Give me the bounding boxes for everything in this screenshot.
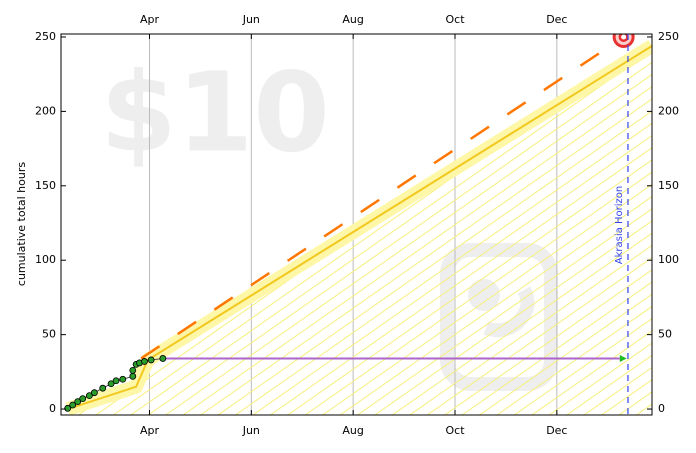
- datapoint: [64, 404, 72, 412]
- x-tick-label-top: Dec: [546, 13, 567, 26]
- bright-line: [140, 35, 625, 360]
- datapoint: [119, 375, 127, 383]
- datapoint: [107, 380, 115, 388]
- datapoint: [159, 355, 167, 362]
- goal-ring: [621, 34, 627, 40]
- datapoint: [147, 356, 155, 364]
- datapoint: [112, 377, 120, 385]
- x-tick-label: Jun: [242, 424, 260, 437]
- y-tick-label: 0: [49, 402, 56, 415]
- y-tick-label-right: 200: [658, 104, 679, 117]
- y-tick-label: 200: [35, 104, 56, 117]
- y-tick-label-right: 100: [658, 253, 679, 266]
- x-tick-label-top: Aug: [342, 13, 363, 26]
- x-tick-label: Dec: [546, 424, 567, 437]
- y-tick-label: 150: [35, 179, 56, 192]
- projection-arrow: [619, 354, 627, 362]
- akrasia-label: Akrasia Horizon: [614, 186, 625, 264]
- y-tick-label: 100: [35, 253, 56, 266]
- y-axis-label: cumulative total hours: [15, 162, 28, 286]
- x-tick-label-top: Oct: [445, 13, 465, 26]
- goal-target: [612, 34, 635, 48]
- x-tick-label-top: Apr: [140, 13, 160, 26]
- road-line: [67, 45, 652, 410]
- watermark: $10: [100, 48, 330, 176]
- datapoint: [129, 372, 137, 380]
- y-tick-label-right: 250: [658, 30, 679, 43]
- x-tick-label: Apr: [140, 424, 160, 437]
- datapoint: [85, 392, 93, 400]
- datapoint: [141, 358, 148, 365]
- datapoint: [90, 389, 98, 397]
- plot-layer: [64, 34, 652, 415]
- x-tick-label: Oct: [445, 424, 465, 437]
- y-tick-label-right: 50: [658, 328, 672, 341]
- datapoint: [69, 401, 77, 409]
- datapoint: [129, 366, 137, 374]
- x-tick-label: Aug: [342, 424, 363, 437]
- y-tick-label-right: 150: [658, 179, 679, 192]
- datapoint: [99, 384, 107, 392]
- y-tick-label-right: 0: [658, 402, 665, 415]
- x-tick-label-top: Jun: [242, 13, 260, 26]
- datapoint: [79, 395, 87, 403]
- y-tick-label: 50: [42, 328, 56, 341]
- y-tick-label: 250: [35, 30, 56, 43]
- datapoint: [74, 398, 82, 406]
- plot-frame: [60, 33, 653, 416]
